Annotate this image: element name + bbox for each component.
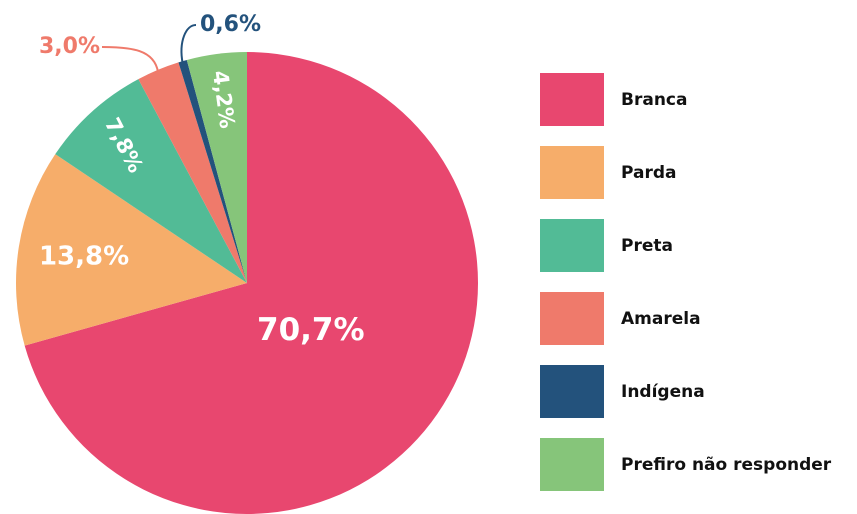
legend-swatch (540, 292, 604, 345)
pie-slice (15, 154, 247, 346)
legend-swatch (540, 365, 604, 418)
data-label: 3,0% (39, 34, 100, 59)
legend-label: Prefiro não responder (621, 455, 832, 475)
leader-line (180, 24, 197, 64)
legend-label: Preta (621, 236, 673, 256)
legend-swatch (540, 219, 604, 272)
legend-swatch (540, 73, 604, 126)
pie-slice (138, 62, 247, 284)
legend-label: Branca (621, 90, 687, 110)
pie-slice (55, 79, 248, 283)
legend-swatch (540, 146, 604, 199)
leader-line (101, 46, 159, 73)
data-label: 0,6% (200, 12, 261, 37)
pie-slice (24, 52, 478, 514)
data-label: 70,7% (257, 312, 365, 348)
pie-slice (186, 52, 247, 283)
legend-label: Parda (621, 163, 677, 183)
pie-slice (178, 59, 247, 284)
legend-label: Indígena (621, 382, 705, 402)
data-label: 13,8% (39, 241, 129, 271)
legend-label: Amarela (621, 309, 701, 329)
legend-swatch (540, 438, 604, 491)
